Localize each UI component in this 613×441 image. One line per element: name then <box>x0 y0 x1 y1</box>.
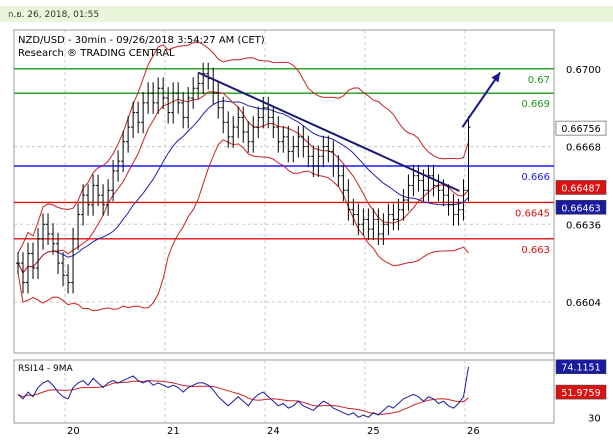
x-tick-label: 24 <box>267 426 280 437</box>
y-tick-label: 0.6604 <box>566 298 601 309</box>
level-label: 0.67 <box>528 75 550 86</box>
rsi-y-tick-label: 30 <box>588 413 601 424</box>
level-label: 0.663 <box>521 245 550 256</box>
y-tick-label: 0.6636 <box>566 220 601 231</box>
rsi-tag-box <box>555 384 607 400</box>
rsi-panel <box>13 359 555 424</box>
chart-title: NZD/USD - 30min - 09/26/2018 3:54:27 AM … <box>18 35 265 46</box>
price-tag: 0.66487 <box>561 183 600 194</box>
moving-average-slow <box>17 100 469 274</box>
annotations <box>197 71 501 192</box>
main-panel <box>13 29 555 354</box>
timestamp: ก.ย. 26, 2018, 01:55 <box>8 10 100 20</box>
forecast-arrow-head <box>491 72 501 83</box>
rsi-series <box>17 366 469 418</box>
chart-subtitle: Research ® TRADING CENTRAL <box>18 48 175 59</box>
rsi-tag: 51.9759 <box>561 388 600 399</box>
price-tag-box <box>555 180 607 195</box>
level-label: 0.6645 <box>515 208 550 219</box>
header-bar <box>0 6 613 22</box>
ticks: 0.6700 0.6668 0.6636 0.6604 20 21 24 25 26 30 <box>67 65 601 437</box>
price-tags: 0.66756 0.66487 0.66463 74.1151 51.9759 <box>555 120 607 400</box>
forecast-arrow <box>461 71 501 128</box>
price-tag-box <box>555 120 607 136</box>
y-tick-label: 0.6700 <box>566 65 601 76</box>
rsi-line <box>17 366 469 418</box>
rsi-moving-average <box>17 380 469 415</box>
x-tick-label: 20 <box>67 426 80 437</box>
x-tick-label: 26 <box>467 426 480 437</box>
rsi-tag: 74.1151 <box>561 363 600 374</box>
level-label: 0.666 <box>521 172 550 183</box>
y-tick-label: 0.6668 <box>566 143 601 154</box>
trendline <box>197 71 460 192</box>
x-tick-label: 21 <box>167 426 180 437</box>
rsi-label: RSI14 - 9MA <box>18 364 74 374</box>
price-tag-box <box>555 199 607 215</box>
x-tick-label: 25 <box>367 426 380 437</box>
price-tag: 0.66463 <box>561 203 600 214</box>
price-tag: 0.66756 <box>561 124 600 135</box>
header: ก.ย. 26, 2018, 01:55 <box>0 0 613 26</box>
level-label: 0.669 <box>521 99 550 110</box>
bollinger-lower <box>17 139 469 312</box>
bollinger-upper <box>17 41 469 254</box>
price-series <box>16 62 471 294</box>
rsi-tag-box <box>555 359 607 375</box>
